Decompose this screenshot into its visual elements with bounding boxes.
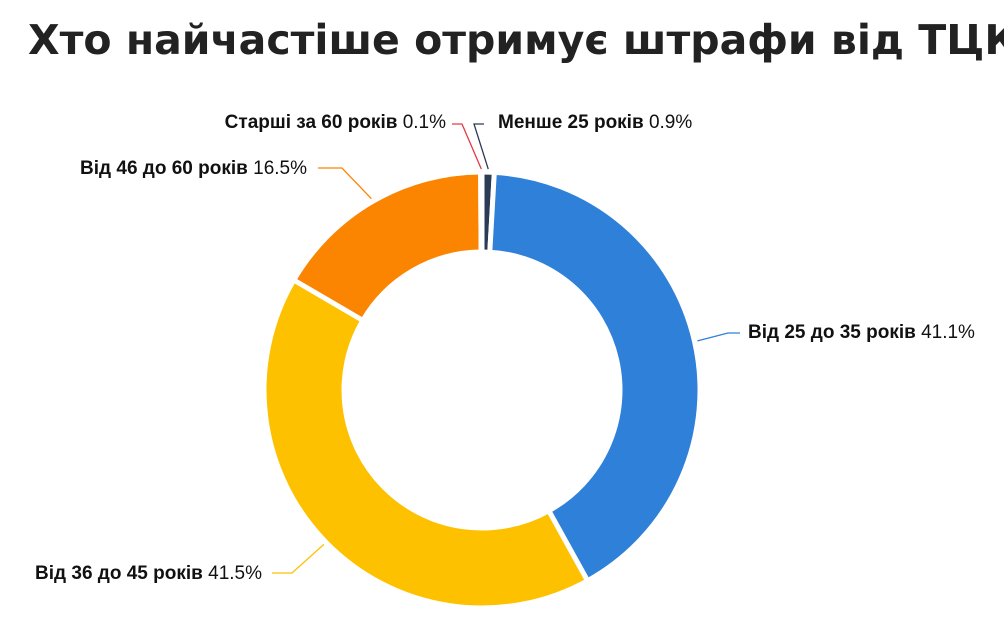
slice-label-від-36-до-45-років: Від 36 до 45 років 41.5%: [35, 563, 262, 584]
slice-від-36-до-45-років: [261, 277, 591, 611]
slice-value-label: 0.9%: [649, 112, 692, 133]
chart-title: Хто найчастіше отримує штрафи від ТЦК?: [28, 16, 1004, 64]
slice-category-label: Менше 25 років: [498, 112, 649, 133]
slice-від-46-до-60-років: [291, 169, 484, 323]
slice-category-label: Від 36 до 45 років: [35, 563, 208, 584]
leader-line-від-36-до-45-років: [272, 543, 325, 574]
slice-category-label: Від 25 до 35 років: [748, 322, 921, 343]
slice-старші-за-60-років: [478, 169, 485, 255]
slice-labels: Менше 25 років 0.9% Від 25 до 35 років 41…: [35, 112, 975, 584]
slice-category-label: Від 46 до 60 років: [80, 158, 253, 179]
slice-label-від-25-до-35-років: Від 25 до 35 років 41.1%: [748, 322, 975, 343]
slice-category-label: Старші за 60 років: [225, 112, 403, 133]
slice-value-label: 16.5%: [253, 158, 307, 179]
slice-value-label: 0.1%: [403, 112, 446, 133]
leader-line-від-46-до-60-років: [318, 167, 372, 200]
leader-line-від-25-до-35-років: [697, 332, 740, 342]
donut-slices: [261, 169, 703, 611]
slice-label-старші-за-60-років: Старші за 60 років 0.1%: [225, 112, 446, 133]
slice-від-25-до-35-років: [487, 169, 703, 584]
leader-line-старші-за-60-років: [452, 123, 482, 170]
slice-value-label: 41.5%: [208, 563, 262, 584]
leader-line-менше-25-років: [473, 123, 489, 170]
slice-label-від-46-до-60-років: Від 46 до 60 років 16.5%: [80, 158, 307, 179]
slice-value-label: 41.1%: [921, 322, 975, 343]
leader-lines: [272, 123, 740, 574]
slice-label-менше-25-років: Менше 25 років 0.9%: [498, 112, 692, 133]
